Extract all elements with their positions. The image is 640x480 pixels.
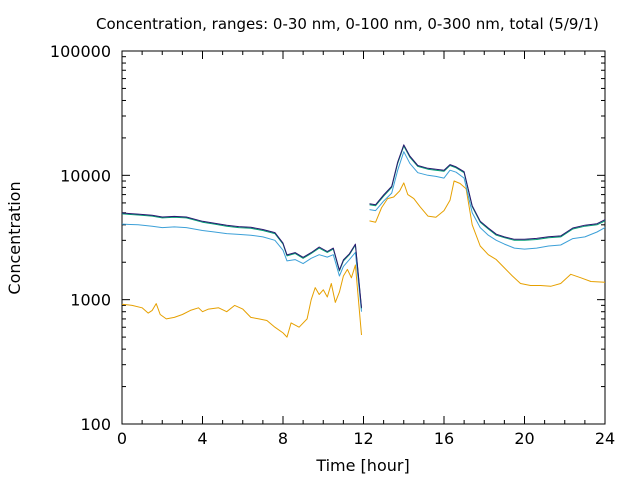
x-tick-label: 12: [353, 429, 373, 448]
y-axis-label: Concentration: [5, 181, 24, 294]
axis-ticks: 0 4 8 12 16 20 24 100 1000 10000 100000: [50, 42, 615, 448]
x-axis-label: Time [hour]: [315, 456, 409, 475]
series-line-3: [369, 145, 606, 241]
series-line-2: [121, 223, 362, 312]
series-line-1: [121, 264, 362, 338]
series-line-1: [369, 180, 606, 287]
x-tick-label: 16: [434, 429, 454, 448]
x-tick-label: 0: [117, 429, 127, 448]
y-tick-label: 100: [80, 415, 111, 434]
x-tick-label: 4: [197, 429, 207, 448]
y-tick-label: 100000: [50, 42, 111, 61]
series-layer: [121, 144, 606, 338]
x-tick-label: 24: [595, 429, 615, 448]
x-tick-label: 20: [514, 429, 534, 448]
x-tick-label: 8: [278, 429, 288, 448]
series-line-4: [121, 212, 362, 308]
plot-frame: [121, 50, 606, 425]
series-line-2: [369, 151, 606, 250]
y-tick-label: 10000: [60, 166, 111, 185]
series-line-4: [369, 144, 606, 240]
y-tick-label: 1000: [70, 291, 111, 310]
chart-title: Concentration, ranges: 0-30 nm, 0-100 nm…: [96, 15, 599, 33]
